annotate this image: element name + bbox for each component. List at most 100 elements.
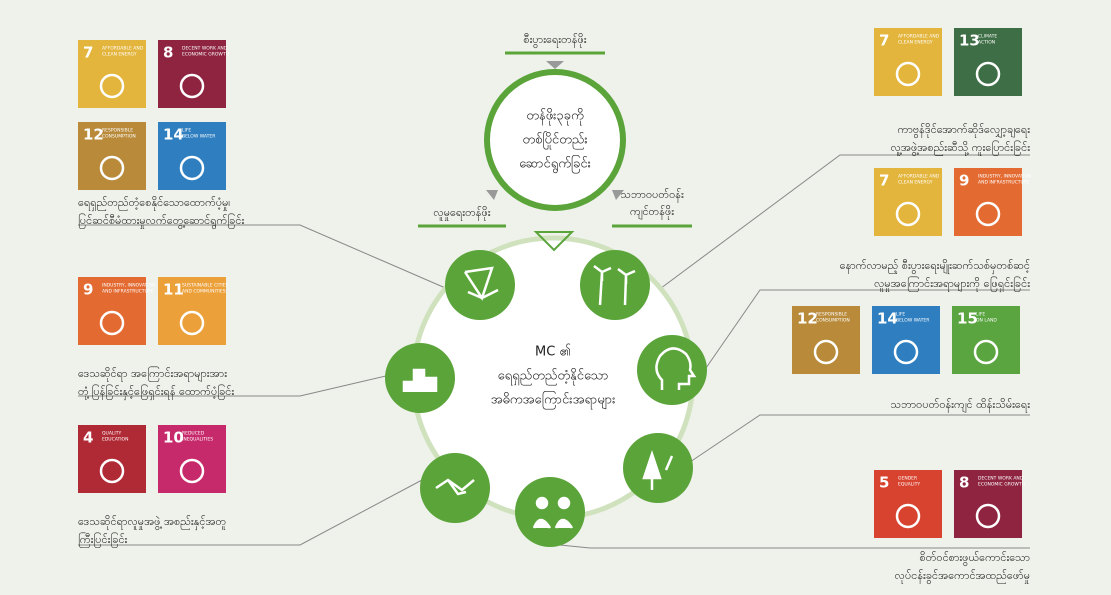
center-text: MC ၏ [535,344,571,360]
sdg-label: ECONOMIC GROWTH [978,482,1025,488]
sdg-label: DECENT WORK AND [182,46,228,52]
group-text: တုံ့ပြန်ခြင်းနှင့်ဖြေရှင်းရန် ထောက်ပံ့ခြ… [78,384,234,400]
connector [689,414,1030,463]
connector [78,479,423,546]
sdg-label: EDUCATION [102,437,128,443]
sdg-number: 8 [959,474,969,492]
connector [78,374,391,397]
sdg-label: SUSTAINABLE CITIES [182,283,229,289]
sdg-symbol [99,73,125,99]
sdg-label: LIFE [182,128,191,134]
sdg-label: EQUALITY [898,482,920,488]
sdg-symbol [179,458,205,484]
center-text: ရေရှည်တည်တံ့နိုင်သော [498,368,609,386]
social-value-label: လူမှုရေးတန်ဖိုး [433,206,490,221]
sdg-label: BELOW WATER [896,318,929,324]
sdg-number: 13 [959,32,980,50]
sdg-symbol [99,155,125,181]
sdg-number: 14 [877,310,898,328]
sdg-symbol [179,155,205,181]
arrow-outline [533,231,575,252]
top-circle [484,69,626,211]
sdg-label: REDUCED [182,431,205,437]
economic-value-label: စီးပွားရေးတန်ဖိုး [523,33,586,48]
sdg-label: CLEAN ENERGY [102,52,137,58]
group-text: စိတ်ဝင်စားဖွယ်ကောင်းသော [920,551,1031,566]
sdg-label: CLEAN ENERGY [898,40,933,46]
arrow [546,61,564,69]
arrow [612,190,624,200]
connector [705,289,1030,369]
group-text: လုပ်ငန်းခွင်အကောင်အထည်ဖော်မှု [895,569,1030,584]
sdg-number: 9 [83,281,93,299]
sdg-number: 10 [163,429,184,447]
sdg-label: AND INFRASTRUCTURE [978,180,1030,186]
sdg-symbol [813,339,839,365]
group-text: သဘာဝပတ်ဝန်းကျင် ထိန်းသိမ်းရေး [890,398,1030,413]
connector [559,544,1030,549]
sdg-label: AND COMMUNITIES [182,289,226,295]
sdg-label: ON LAND [976,318,997,324]
sdg-symbol [975,503,1001,529]
sdg-symbol [975,61,1001,87]
sdg-number: 7 [83,44,93,62]
sdg-label: CONSUMPTION [102,134,136,140]
sdg-label: BELOW WATER [182,134,215,140]
glyph [535,496,549,510]
group-text: ပြင်ဆင်စီမံထားမှုလက်တွေ့ဆောင်ရွက်ခြင်း [78,213,244,229]
group-text: ဒေသဆိုင်ရာလူမှုအဖွဲ့ အစည်းနှင့်အတူ [78,515,227,530]
sdg-number: 14 [163,126,184,144]
group-text: လူ့အဖွဲ့အစည်းဆီသို့ ကူးပြောင်းခြင်း [891,140,1031,156]
icon-head [637,335,707,405]
glyph [402,368,438,392]
sdg-symbol [895,503,921,529]
connectors [78,154,1030,549]
connector [644,154,1030,301]
sdg-label: INEQUALITIES [182,437,213,443]
group-text: ကြီးပြင်းခြင်း [78,532,128,548]
env-value-label: ကျင်တန်ဖိုး [630,205,674,220]
sdg-number: 7 [879,32,889,50]
glyph [463,266,499,301]
sdg-number: 15 [957,310,978,328]
sdg-number: 8 [163,44,173,62]
sdg-label: RESPONSIBLE [102,128,133,134]
sdg-number: 9 [959,172,969,190]
group-text: ဒေသဆိုင်ရာ အကြောင်းအရာများအား [78,366,227,382]
sdg-label: AFFORDABLE AND [898,174,940,180]
sdg-label: CLEAN ENERGY [898,180,933,186]
sdg-label: RESPONSIBLE [816,312,847,318]
glyph [532,518,574,529]
connector [78,224,451,291]
sdg-label: CLIMATE [978,34,997,40]
group-text: ကာဗွန်ဒိုင်အောက်ဆိုဒ်လျှော့ချရေး [898,123,1031,138]
sdg-symbol [973,339,999,365]
sdg-label: ACTION [978,40,995,46]
sdg-symbol [895,61,921,87]
sdg-number: 12 [797,310,818,328]
top-circle-text: ဆောင်ရွက်ခြင်း [519,155,591,174]
sdg-label: DECENT WORK AND [978,476,1024,482]
sdg-symbol [99,310,125,336]
glyph [593,265,636,306]
sdg-label: GENDER [898,476,917,482]
sdg-label: LIFE [896,312,905,318]
sdg-number: 7 [879,172,889,190]
icon-people [515,477,585,547]
sdg-label: CONSUMPTION [816,318,850,324]
sdg-symbol [975,201,1001,227]
center-text: အဓိကအကြောင်းအရာများ [491,391,616,410]
sdg-number: 12 [83,126,104,144]
icon-turbines [580,250,650,320]
top-circle-text: တန်ဖိုး၃ခုကို [526,108,583,126]
sdg-symbol [893,339,919,365]
sdg-label: INDUSTRY, INNOVATION [102,283,156,289]
sdg-symbol [895,201,921,227]
glyph [435,478,475,496]
sdg-symbol [99,458,125,484]
arrow [486,190,498,200]
sdg-label: LIFE [976,312,985,318]
sdg-symbol [179,310,205,336]
